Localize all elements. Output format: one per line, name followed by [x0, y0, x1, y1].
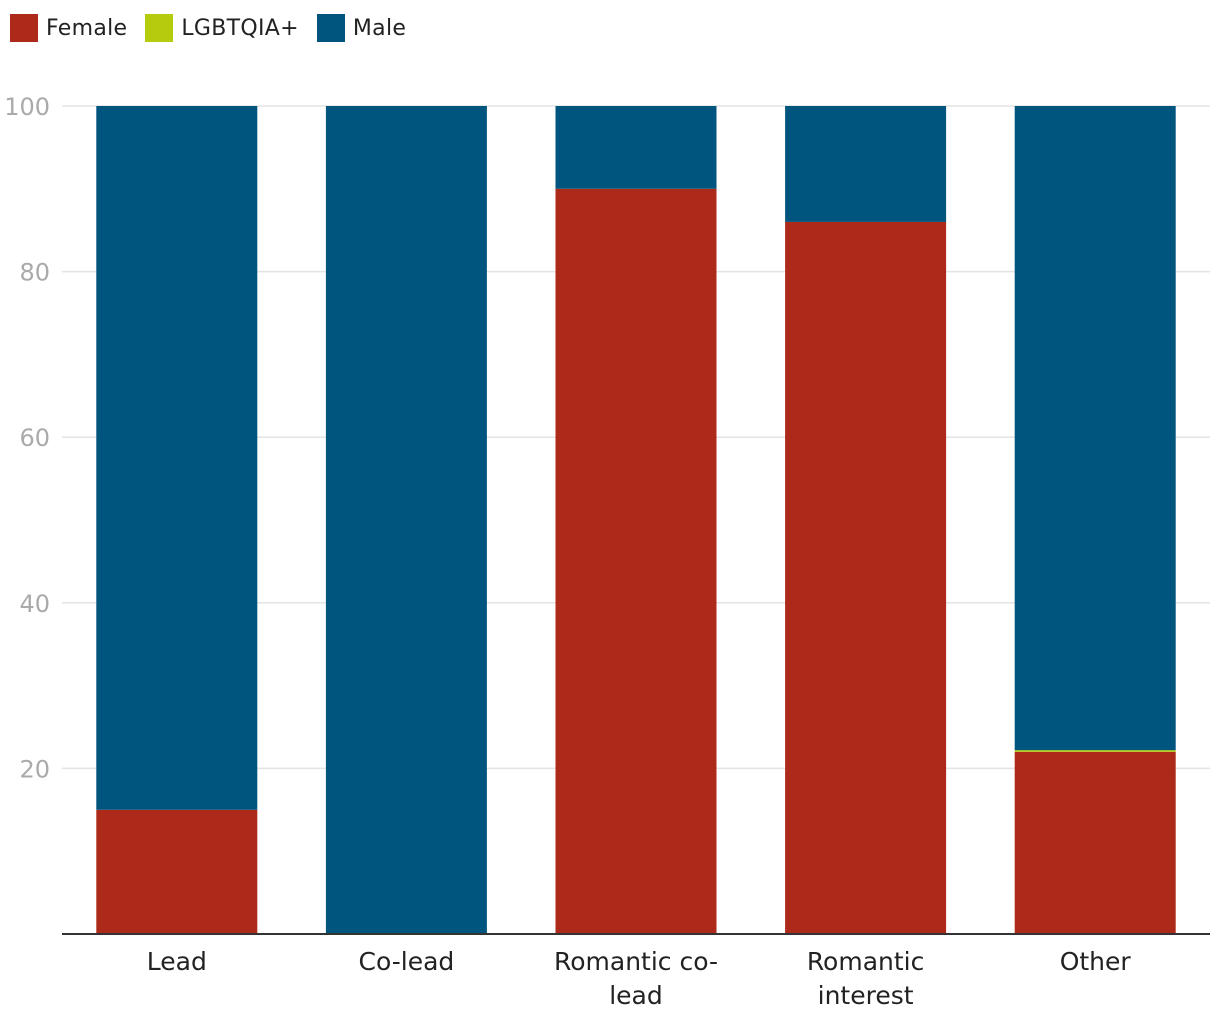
legend-swatch-male	[316, 14, 345, 42]
bar-male-romantic-interest[interactable]	[785, 106, 947, 222]
chart-legend: Female LGBTQIA+ Male	[10, 12, 424, 44]
legend-label-lgbtqia: LGBTQIA+	[181, 15, 299, 41]
legend-item-male[interactable]: Male	[316, 14, 407, 42]
bar-female-other[interactable]	[1014, 751, 1176, 934]
legend-label-male: Male	[352, 15, 407, 41]
legend-item-lgbtqia[interactable]: LGBTQIA+	[145, 14, 299, 42]
x-tick-label-romantic-co-lead: Romantic co-lead	[554, 947, 718, 1010]
x-axis-labels: Lead Co-lead Romantic co-lead Romantic inter…	[147, 947, 1132, 1010]
x-tick-label-romantic-interest: Romantic interest	[807, 947, 925, 1010]
y-tick-label: 60	[19, 424, 50, 452]
bars	[96, 106, 1176, 935]
bar-male-co-lead[interactable]	[325, 106, 487, 934]
y-tick-label: 40	[19, 590, 50, 618]
legend-label-female: Female	[46, 15, 128, 41]
legend-swatch-lgbtqia	[145, 14, 174, 42]
bar-male-other[interactable]	[1014, 106, 1176, 751]
legend-swatch-female	[10, 14, 38, 42]
bar-lgbtqia-other[interactable]	[1014, 750, 1176, 752]
y-tick-label: 20	[19, 755, 50, 783]
y-tick-label: 100	[4, 93, 50, 121]
x-tick-label-other: Other	[1060, 947, 1132, 976]
x-tick-label-lead: Lead	[147, 947, 207, 976]
bar-female-romantic-co-lead[interactable]	[555, 188, 717, 935]
bar-male-lead[interactable]	[96, 106, 258, 810]
bar-female-lead[interactable]	[96, 809, 258, 934]
y-axis-ticks: 20 40 60 80 100	[4, 93, 50, 783]
y-tick-label: 80	[19, 259, 50, 287]
bar-male-romantic-co-lead[interactable]	[555, 106, 717, 189]
legend-item-female[interactable]: Female	[10, 14, 127, 42]
bar-female-romantic-interest[interactable]	[785, 221, 947, 935]
x-tick-label-co-lead: Co-lead	[359, 947, 455, 976]
